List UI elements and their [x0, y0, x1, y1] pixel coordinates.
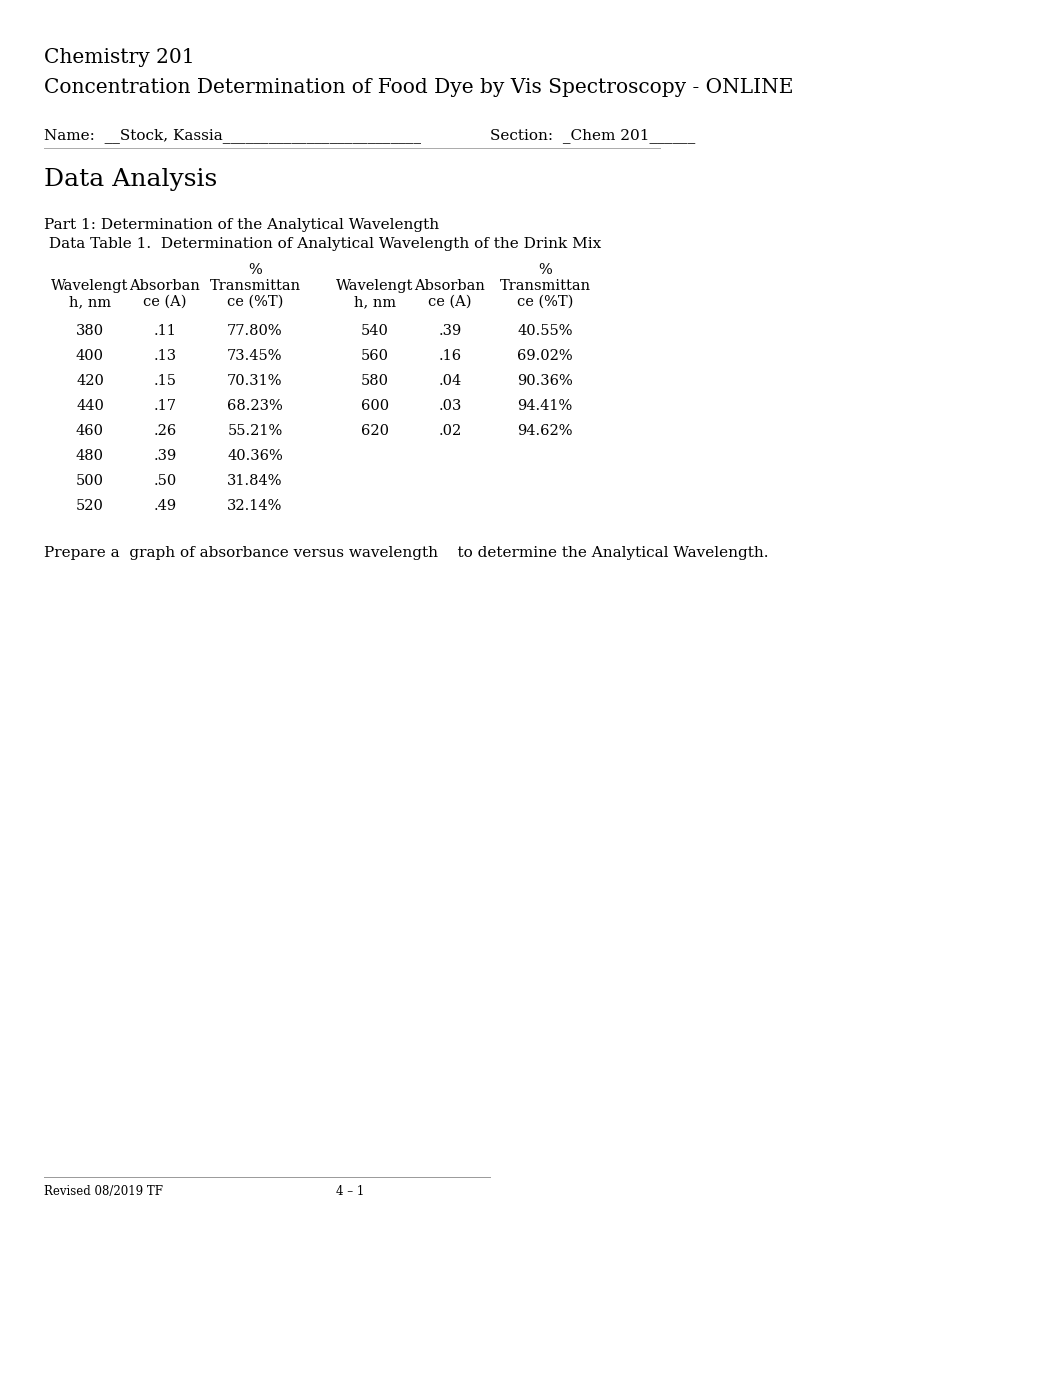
Text: .26: .26	[153, 424, 176, 438]
Text: Data Table 1.  Determination of Analytical Wavelength of the Drink Mix: Data Table 1. Determination of Analytica…	[44, 237, 601, 251]
Text: Name:  __Stock, Kassia__________________________: Name: __Stock, Kassia___________________…	[44, 128, 421, 143]
Text: 520: 520	[76, 498, 104, 514]
Text: .39: .39	[153, 449, 176, 463]
Text: 90.36%: 90.36%	[517, 375, 572, 388]
Text: 77.80%: 77.80%	[227, 324, 282, 337]
Text: 480: 480	[76, 449, 104, 463]
Text: %: %	[249, 263, 262, 277]
Text: 560: 560	[361, 348, 389, 364]
Text: 94.62%: 94.62%	[517, 424, 572, 438]
Text: Absorban: Absorban	[414, 280, 485, 293]
Text: .15: .15	[154, 375, 176, 388]
Text: 40.55%: 40.55%	[517, 324, 572, 337]
Text: .03: .03	[439, 399, 462, 413]
Text: ce (A): ce (A)	[143, 295, 187, 308]
Text: .16: .16	[439, 348, 462, 364]
Text: 4 – 1: 4 – 1	[336, 1186, 364, 1198]
Text: .39: .39	[439, 324, 462, 337]
Text: 600: 600	[361, 399, 389, 413]
Text: Data Analysis: Data Analysis	[44, 168, 218, 191]
Text: .11: .11	[154, 324, 176, 337]
Text: 540: 540	[361, 324, 389, 337]
Text: h, nm: h, nm	[354, 295, 396, 308]
Text: ce (%T): ce (%T)	[517, 295, 573, 308]
Text: Chemistry 201: Chemistry 201	[44, 48, 194, 67]
Text: 420: 420	[76, 375, 104, 388]
Text: 94.41%: 94.41%	[517, 399, 572, 413]
Text: 400: 400	[76, 348, 104, 364]
Text: 580: 580	[361, 375, 389, 388]
Text: 32.14%: 32.14%	[227, 498, 282, 514]
Text: %: %	[538, 263, 552, 277]
Text: .17: .17	[154, 399, 176, 413]
Text: Transmittan: Transmittan	[209, 280, 301, 293]
Text: Part 1: Determination of the Analytical Wavelength: Part 1: Determination of the Analytical …	[44, 218, 439, 231]
Text: Transmittan: Transmittan	[499, 280, 590, 293]
Text: 380: 380	[76, 324, 104, 337]
Text: 31.84%: 31.84%	[227, 474, 282, 487]
Text: Prepare a  graph of absorbance versus wavelength    to determine the Analytical : Prepare a graph of absorbance versus wav…	[44, 547, 769, 560]
Text: 500: 500	[76, 474, 104, 487]
Text: Wavelengt: Wavelengt	[337, 280, 414, 293]
Text: Section:  _Chem 201______: Section: _Chem 201______	[490, 128, 696, 143]
Text: Wavelengt: Wavelengt	[51, 280, 129, 293]
Text: 40.36%: 40.36%	[227, 449, 282, 463]
Text: Absorban: Absorban	[130, 280, 201, 293]
Text: h, nm: h, nm	[69, 295, 112, 308]
Text: .04: .04	[439, 375, 462, 388]
Text: 68.23%: 68.23%	[227, 399, 282, 413]
Text: 70.31%: 70.31%	[227, 375, 282, 388]
Text: .50: .50	[153, 474, 176, 487]
Text: .13: .13	[153, 348, 176, 364]
Text: ce (A): ce (A)	[428, 295, 472, 308]
Text: .02: .02	[439, 424, 462, 438]
Text: ce (%T): ce (%T)	[227, 295, 284, 308]
Text: 69.02%: 69.02%	[517, 348, 572, 364]
Text: 440: 440	[76, 399, 104, 413]
Text: Concentration Determination of Food Dye by Vis Spectroscopy - ONLINE: Concentration Determination of Food Dye …	[44, 78, 793, 96]
Text: 55.21%: 55.21%	[227, 424, 282, 438]
Text: 73.45%: 73.45%	[227, 348, 282, 364]
Text: .49: .49	[153, 498, 176, 514]
Text: 620: 620	[361, 424, 389, 438]
Text: 460: 460	[76, 424, 104, 438]
Text: Revised 08/2019 TF: Revised 08/2019 TF	[44, 1186, 162, 1198]
